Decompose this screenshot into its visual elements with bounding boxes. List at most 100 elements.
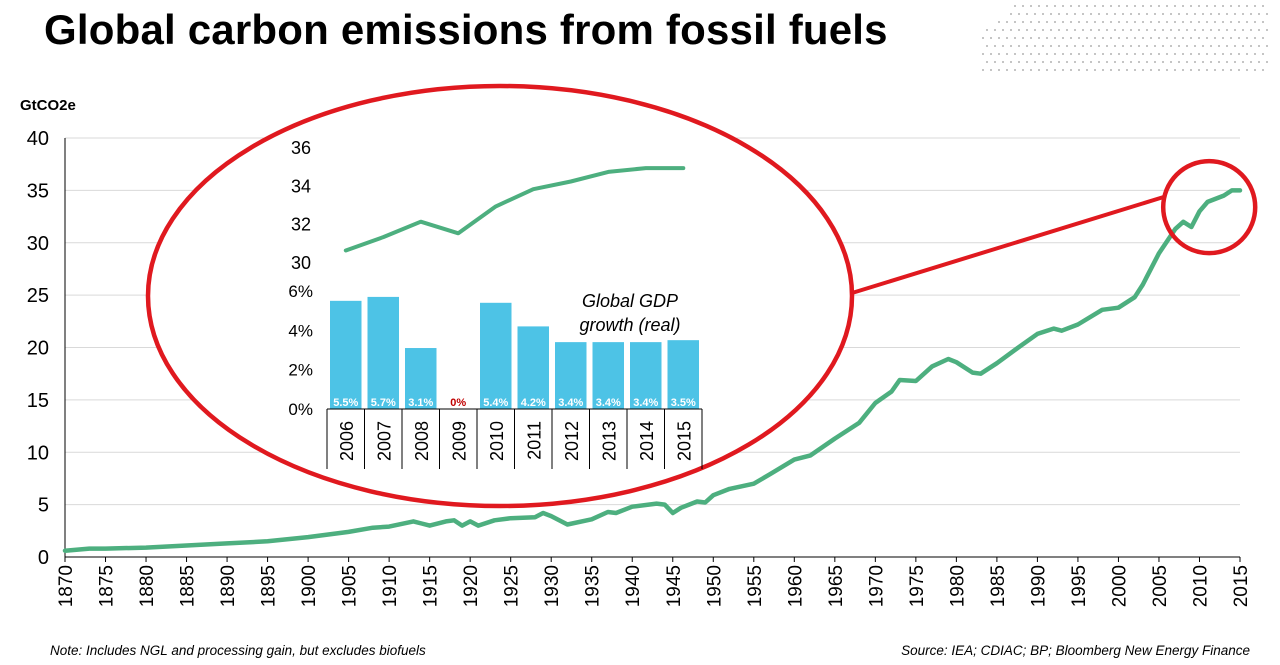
pattern-dot bbox=[1146, 29, 1148, 31]
pattern-dot bbox=[1102, 37, 1104, 39]
pattern-dot bbox=[994, 61, 996, 63]
pattern-dot bbox=[1230, 53, 1232, 55]
pattern-dot bbox=[1170, 61, 1172, 63]
pattern-dot bbox=[1134, 69, 1136, 71]
pattern-dot bbox=[1190, 21, 1192, 23]
pattern-dot bbox=[1046, 21, 1048, 23]
y-tick-label: 10 bbox=[27, 442, 49, 464]
pattern-dot bbox=[1090, 29, 1092, 31]
x-tick-label: 2005 bbox=[1150, 565, 1171, 607]
inset-x-tick-label: 2008 bbox=[412, 421, 432, 461]
decorative-dot-pattern bbox=[982, 5, 1268, 71]
pattern-dot bbox=[1050, 29, 1052, 31]
pattern-dot bbox=[1122, 13, 1124, 15]
pattern-dot bbox=[1038, 53, 1040, 55]
pattern-dot bbox=[1242, 61, 1244, 63]
gdp-bar-label: 5.7% bbox=[371, 397, 396, 409]
pattern-dot bbox=[1050, 61, 1052, 63]
pattern-dot bbox=[990, 53, 992, 55]
pattern-dot bbox=[1114, 61, 1116, 63]
pattern-dot bbox=[1178, 61, 1180, 63]
x-tick-label: 1955 bbox=[745, 565, 766, 607]
pattern-dot bbox=[1082, 13, 1084, 15]
y-tick-label: 20 bbox=[27, 338, 49, 360]
pattern-dot bbox=[1106, 45, 1108, 47]
pattern-dot bbox=[1118, 37, 1120, 39]
gdp-bar-label: 3.4% bbox=[558, 397, 583, 409]
pattern-dot bbox=[1170, 45, 1172, 47]
pattern-dot bbox=[1042, 61, 1044, 63]
pattern-dot bbox=[1006, 53, 1008, 55]
pattern-dot bbox=[1242, 13, 1244, 15]
emissions-line bbox=[62, 188, 1243, 553]
pattern-dot bbox=[1182, 21, 1184, 23]
pattern-dot bbox=[1198, 53, 1200, 55]
pattern-dot bbox=[1222, 5, 1224, 7]
pattern-dot bbox=[1222, 21, 1224, 23]
pattern-dot bbox=[1230, 69, 1232, 71]
pattern-dot bbox=[1026, 29, 1028, 31]
pattern-dot bbox=[1258, 61, 1260, 63]
x-tick-label: 1930 bbox=[542, 565, 563, 607]
pattern-dot bbox=[1050, 45, 1052, 47]
pattern-dot bbox=[1142, 53, 1144, 55]
x-tick-label: 1935 bbox=[583, 565, 604, 607]
inset-bar-y-tick-label: 6% bbox=[288, 282, 313, 301]
pattern-dot bbox=[1246, 5, 1248, 7]
x-tick-label: 1900 bbox=[299, 565, 320, 607]
pattern-dot bbox=[1206, 5, 1208, 7]
pattern-dot bbox=[1130, 61, 1132, 63]
pattern-dot bbox=[1234, 13, 1236, 15]
x-tick-label: 1905 bbox=[340, 565, 361, 607]
pattern-dot bbox=[1014, 69, 1016, 71]
pattern-dot bbox=[1190, 5, 1192, 7]
pattern-dot bbox=[1066, 61, 1068, 63]
pattern-dot bbox=[1038, 37, 1040, 39]
pattern-dot bbox=[1170, 13, 1172, 15]
pattern-dot bbox=[1074, 13, 1076, 15]
pattern-dot bbox=[1246, 37, 1248, 39]
pattern-dot bbox=[1138, 45, 1140, 47]
pattern-dot bbox=[1150, 5, 1152, 7]
pattern-dot bbox=[1078, 53, 1080, 55]
pattern-dot bbox=[982, 37, 984, 39]
pattern-dot bbox=[1026, 61, 1028, 63]
pattern-dot bbox=[994, 29, 996, 31]
pattern-dot bbox=[1158, 37, 1160, 39]
pattern-dot bbox=[1110, 5, 1112, 7]
pattern-dot bbox=[1126, 21, 1128, 23]
pattern-dot bbox=[1062, 69, 1064, 71]
pattern-dot bbox=[1114, 29, 1116, 31]
pattern-dot bbox=[1122, 29, 1124, 31]
pattern-dot bbox=[1202, 45, 1204, 47]
pattern-dot bbox=[1054, 69, 1056, 71]
pattern-dot bbox=[1058, 29, 1060, 31]
footnote: Note: Includes NGL and processing gain, … bbox=[50, 643, 426, 658]
pattern-dot bbox=[1078, 69, 1080, 71]
pattern-dot bbox=[1066, 13, 1068, 15]
pattern-dot bbox=[1086, 21, 1088, 23]
pattern-dot bbox=[1226, 13, 1228, 15]
pattern-dot bbox=[1206, 37, 1208, 39]
pattern-dot bbox=[1006, 69, 1008, 71]
pattern-dot bbox=[1010, 61, 1012, 63]
inset-bar-y-tick-label: 2% bbox=[288, 361, 313, 380]
pattern-dot bbox=[1102, 69, 1104, 71]
pattern-dot bbox=[1250, 13, 1252, 15]
gdp-bar bbox=[667, 340, 699, 409]
pattern-dot bbox=[982, 69, 984, 71]
pattern-dot bbox=[1146, 13, 1148, 15]
pattern-dot bbox=[1110, 21, 1112, 23]
pattern-dot bbox=[1062, 37, 1064, 39]
pattern-dot bbox=[1118, 53, 1120, 55]
pattern-dot bbox=[1182, 37, 1184, 39]
pattern-dot bbox=[1202, 29, 1204, 31]
pattern-dot bbox=[1194, 29, 1196, 31]
pattern-dot bbox=[1090, 45, 1092, 47]
pattern-dot bbox=[1242, 29, 1244, 31]
pattern-dot bbox=[1258, 45, 1260, 47]
y-tick-label: 15 bbox=[27, 390, 49, 412]
pattern-dot bbox=[1142, 37, 1144, 39]
pattern-dot bbox=[1018, 45, 1020, 47]
pattern-dot bbox=[1102, 53, 1104, 55]
